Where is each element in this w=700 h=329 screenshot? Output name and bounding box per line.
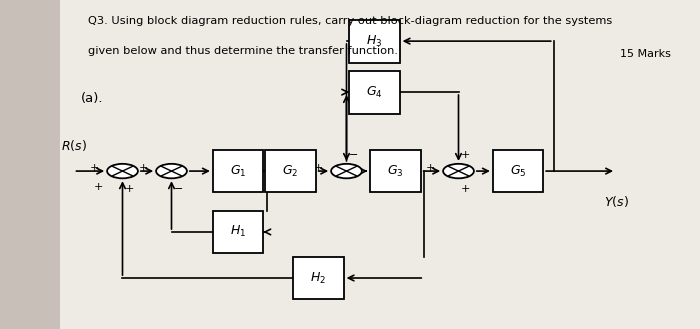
Bar [493,150,543,192]
Text: $G_3$: $G_3$ [387,164,404,179]
Text: +: + [461,184,470,194]
Text: $R(s)$: $R(s)$ [61,138,86,153]
Text: +: + [461,150,470,160]
Bar [213,211,263,253]
Text: $G_4$: $G_4$ [366,85,383,100]
Circle shape [156,164,187,178]
Text: +: + [139,163,148,173]
Text: (a).: (a). [80,92,103,105]
Text: $Y(s)$: $Y(s)$ [603,194,629,209]
Text: $H_1$: $H_1$ [230,224,246,240]
Text: $G_5$: $G_5$ [510,164,526,179]
Text: given below and thus determine the transfer function.: given below and thus determine the trans… [88,46,398,56]
Text: +: + [125,184,134,194]
Circle shape [443,164,474,178]
Text: Q3. Using block diagram reduction rules, carry out block-diagram reduction for t: Q3. Using block diagram reduction rules,… [88,16,612,26]
Bar [213,150,263,192]
Text: 15 Marks: 15 Marks [620,49,671,59]
Text: +: + [90,163,99,173]
Text: +: + [94,182,104,192]
Circle shape [331,164,362,178]
Text: −: − [174,184,183,194]
Bar [349,71,400,114]
Bar [349,20,400,63]
Text: $G_1$: $G_1$ [230,164,246,179]
Text: −: − [349,150,358,160]
Text: $H_2$: $H_2$ [311,270,326,286]
Text: $H_3$: $H_3$ [366,34,383,49]
Bar [293,257,344,299]
Text: +: + [314,163,323,173]
Bar [265,150,316,192]
Circle shape [107,164,138,178]
Bar [370,150,421,192]
FancyBboxPatch shape [60,0,700,329]
Text: +: + [426,163,435,173]
Text: $G_2$: $G_2$ [282,164,299,179]
